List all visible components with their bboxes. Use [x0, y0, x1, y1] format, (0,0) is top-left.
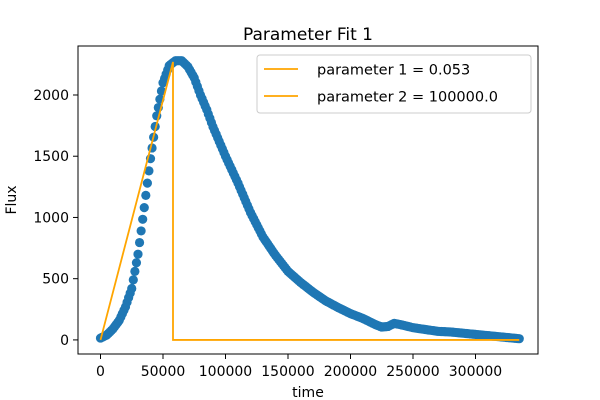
x-axis-ticks: 0 50000 100000 150000 200000 250000 300000 [96, 354, 502, 380]
x-tick-label: 150000 [261, 364, 314, 380]
y-tick-label: 1500 [33, 149, 69, 165]
plot-area [95, 56, 524, 344]
data-point [136, 226, 146, 236]
data-point [130, 266, 140, 276]
fit-line [99, 61, 520, 341]
x-axis-label: time [292, 385, 324, 400]
x-tick-label: 50000 [141, 364, 186, 380]
data-points [95, 56, 524, 344]
data-point [139, 203, 149, 213]
data-point [138, 214, 148, 224]
data-point [514, 334, 524, 344]
data-point [131, 258, 142, 268]
x-tick-label: 300000 [449, 364, 502, 380]
y-axis-ticks: 0 500 1000 1500 2000 [33, 88, 78, 349]
x-tick-label: 0 [96, 364, 105, 380]
data-point [127, 283, 137, 294]
fit-lines [99, 61, 520, 341]
legend: parameter 1 = 0.053 parameter 2 = 100000… [256, 54, 532, 114]
y-tick-label: 2000 [33, 88, 69, 104]
y-tick-label: 0 [60, 333, 69, 349]
data-point [142, 178, 152, 188]
data-point [133, 249, 143, 259]
x-tick-label: 250000 [386, 364, 439, 380]
data-point [128, 275, 138, 285]
plot-frame [77, 45, 539, 355]
legend-box [256, 54, 532, 114]
x-tick-label: 200000 [324, 364, 377, 380]
chart-title: Parameter Fit 1 [243, 25, 373, 45]
y-tick-label: 500 [42, 272, 69, 288]
y-tick-label: 1000 [33, 210, 69, 226]
x-tick-label: 100000 [199, 364, 252, 380]
data-point [134, 237, 145, 248]
data-point [156, 86, 167, 96]
legend-label-1: parameter 1 = 0.053 [317, 63, 470, 79]
data-point [141, 190, 151, 201]
legend-label-2: parameter 2 = 100000.0 [317, 90, 498, 106]
y-axis-label: Flux [4, 185, 20, 214]
data-point [144, 166, 154, 176]
